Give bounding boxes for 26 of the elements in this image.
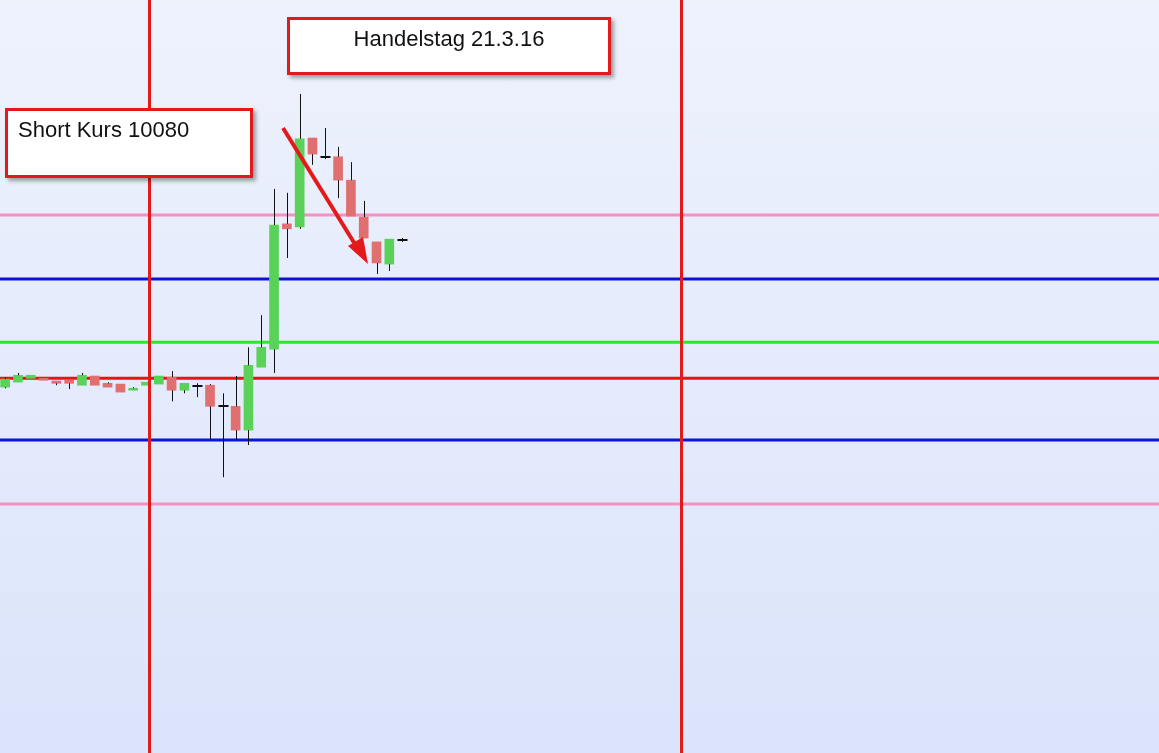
candlestick [384, 238, 395, 272]
candlestick [89, 375, 100, 386]
candlestick [294, 93, 305, 230]
candlestick [346, 161, 356, 217]
candlestick [358, 200, 369, 239]
candlestick [25, 374, 36, 379]
candlestick [282, 192, 292, 259]
candlestick [64, 379, 74, 390]
candlestick [230, 375, 241, 440]
callout: Short Kurs 10080 [5, 108, 253, 178]
candlestick [0, 376, 10, 388]
candlestick [153, 375, 164, 385]
callout: Handelstag 21.3.16 [287, 17, 611, 75]
candlestick [243, 346, 254, 446]
candlestick [179, 382, 190, 394]
candlestick [51, 380, 62, 386]
candlestick [77, 372, 87, 386]
candlestick [256, 314, 267, 368]
candlestick [166, 370, 177, 402]
candlestick [205, 384, 215, 440]
candlestick [333, 146, 343, 199]
candlestick [128, 387, 139, 391]
candlestick [269, 188, 279, 374]
candlestick [371, 241, 382, 275]
candlestick [13, 372, 23, 383]
candlestick [38, 378, 49, 381]
